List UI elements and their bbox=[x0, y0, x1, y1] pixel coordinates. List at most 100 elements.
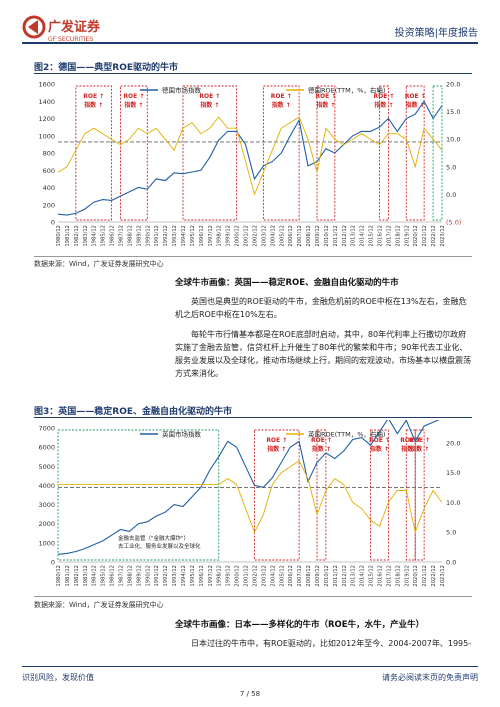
y-left-tick-label: 200 bbox=[43, 201, 55, 209]
highlight-box bbox=[182, 85, 238, 221]
y-left-tick-label: 6000 bbox=[38, 444, 55, 452]
y-left-tick-label: 7000 bbox=[38, 425, 55, 433]
highlight-label: 指数 ↑ bbox=[370, 445, 389, 453]
x-tick-label: 2000/12 bbox=[235, 565, 241, 587]
uk-chart: 0 1000 2000 3000 4000 5000 6000 7000 0.0 5.0 10.0 1… bbox=[38, 420, 460, 587]
figure2-source: 数据来源：Wind，广发证券发展研究中心 bbox=[34, 260, 164, 268]
x-tick-label: 1993/12 bbox=[172, 225, 178, 247]
highlight-label: 指数 ↑ bbox=[406, 101, 425, 109]
y-left-tick-label: 1600 bbox=[38, 81, 55, 89]
y-right-tick-label: 0.0 bbox=[446, 191, 456, 199]
x-tick-label: 2021/12 bbox=[422, 565, 428, 587]
highlight-box bbox=[370, 429, 389, 561]
x-tick-label: 2009/12 bbox=[315, 225, 321, 247]
figure2-rule bbox=[34, 73, 472, 74]
y-right-tick-label: 10.0 bbox=[446, 499, 460, 507]
x-tick-label: 1998/12 bbox=[217, 225, 223, 247]
highlight-label: 指数 ↑ bbox=[272, 101, 291, 109]
paragraph-uk-1: 英国也是典型的ROE驱动的牛市，金融危机前的ROE中枢在13%左右，金融危机之后… bbox=[175, 297, 467, 319]
x-tick-label: 1981/12 bbox=[65, 225, 71, 247]
chart-annotation: 去工业化、服务业发展以及全球化 bbox=[118, 542, 201, 550]
x-tick-label: 1983/12 bbox=[83, 565, 89, 587]
x-tick-label: 1983/12 bbox=[83, 225, 89, 247]
x-tick-label: 1996/12 bbox=[199, 225, 205, 247]
y-right-tick-label: 0.0 bbox=[446, 559, 456, 567]
highlight-box bbox=[75, 85, 113, 221]
roe-series-line bbox=[57, 116, 443, 196]
x-tick-label: 2006/12 bbox=[288, 565, 294, 587]
y-left-tick-label: 1000 bbox=[38, 539, 55, 547]
x-tick-label: 2012/12 bbox=[342, 225, 348, 247]
x-tick-label: 1982/12 bbox=[74, 565, 80, 587]
y-left-tick-label: 2000 bbox=[38, 520, 55, 528]
x-tick-label: 2005/12 bbox=[279, 225, 285, 247]
x-tick-label: 2017/12 bbox=[386, 565, 392, 587]
x-tick-label: 1994/12 bbox=[181, 225, 187, 247]
highlight-label: ROE ↑ bbox=[271, 93, 292, 100]
x-tick-label: 2022/12 bbox=[431, 225, 437, 247]
x-tick-label: 2000/12 bbox=[235, 225, 241, 247]
paragraph-uk-2: 每轮牛市行情基本都是在ROE底部时启动，其中，80年代利率上行撒切尔政府实施了金… bbox=[175, 330, 471, 378]
x-tick-label: 2018/12 bbox=[395, 225, 401, 247]
highlight-label: ROE ↑ bbox=[400, 437, 421, 444]
chart-annotation: 金融去监管（"金融大爆炸"） bbox=[118, 534, 189, 542]
y-left-tick-label: 0 bbox=[51, 559, 55, 567]
highlight-box bbox=[432, 85, 443, 221]
x-tick-label: 2010/12 bbox=[324, 565, 330, 587]
x-tick-label: 1985/12 bbox=[101, 565, 107, 587]
x-tick-label: 2006/12 bbox=[288, 225, 294, 247]
figure3-source: 数据来源：Wind，广发证券发展研究中心 bbox=[34, 601, 164, 609]
x-tick-label: 2019/12 bbox=[404, 225, 410, 247]
x-tick-label: 2001/12 bbox=[244, 565, 250, 587]
highlight-label: ROE ↑ bbox=[373, 93, 394, 100]
x-tick-label: 1991/12 bbox=[154, 565, 160, 587]
x-tick-label: 2003/12 bbox=[261, 225, 267, 247]
y-left-tick-label: 4000 bbox=[38, 482, 55, 490]
x-tick-label: 1986/12 bbox=[110, 225, 116, 247]
x-tick-label: 2008/12 bbox=[306, 565, 312, 587]
highlight-label: ROE ↑ bbox=[83, 93, 104, 100]
page-number: 7 / 58 bbox=[239, 690, 261, 698]
x-tick-label: 1995/12 bbox=[190, 565, 196, 587]
x-tick-label: 1998/12 bbox=[217, 565, 223, 587]
figure3-bottom-rule bbox=[34, 596, 472, 597]
y-right-tick-label: 15.0 bbox=[446, 108, 460, 116]
x-tick-label: 1986/12 bbox=[110, 565, 116, 587]
svg-text:GF SECURITIES: GF SECURITIES bbox=[48, 36, 93, 43]
figure3-rule bbox=[34, 417, 472, 418]
x-tick-label: 2003/12 bbox=[261, 565, 267, 587]
x-tick-label: 1992/12 bbox=[163, 565, 169, 587]
highlight-box bbox=[379, 85, 389, 221]
legend-index-label: 英国市场指数 bbox=[162, 430, 202, 439]
highlight-box bbox=[57, 429, 220, 561]
x-tick-label: 2022/12 bbox=[431, 565, 437, 587]
y-left-tick-label: 1000 bbox=[38, 132, 55, 140]
highlight-label: ROE ↑ bbox=[311, 437, 332, 444]
y-left-tick-label: 0 bbox=[51, 219, 55, 227]
highlight-box bbox=[254, 429, 300, 561]
x-tick-label: 1984/12 bbox=[92, 565, 98, 587]
x-tick-label: 1989/12 bbox=[136, 565, 142, 587]
highlight-label: 指数 ↑ bbox=[267, 445, 286, 453]
x-tick-label: 2004/12 bbox=[270, 565, 276, 587]
x-tick-label: 2016/12 bbox=[377, 565, 383, 587]
x-tick-label: 1993/12 bbox=[172, 565, 178, 587]
x-tick-label: 1999/12 bbox=[226, 225, 232, 247]
y-right-tick-label: 20.0 bbox=[446, 439, 460, 447]
x-tick-label: 2009/12 bbox=[315, 565, 321, 587]
highlight-label: 指数 ↑ bbox=[124, 101, 143, 109]
x-tick-label: 2004/12 bbox=[270, 225, 276, 247]
highlight-label: 指数 ↑ bbox=[374, 101, 393, 109]
y-left-tick-label: 5000 bbox=[38, 463, 55, 471]
highlight-label: ROE ↑ bbox=[199, 93, 220, 100]
x-tick-label: 2010/12 bbox=[324, 225, 330, 247]
footer-disclaimer: 请务必阅读末页的免责声明 bbox=[382, 673, 478, 682]
highlight-label: ROE ↑ bbox=[266, 437, 287, 444]
y-right-tick-label: 10.0 bbox=[446, 136, 460, 144]
x-tick-label: 2002/12 bbox=[252, 225, 258, 247]
highlight-label: 指数 ↑ bbox=[316, 101, 335, 109]
x-tick-label: 1988/12 bbox=[127, 565, 133, 587]
y-left-tick-label: 1200 bbox=[38, 115, 55, 123]
x-tick-label: 2013/12 bbox=[351, 565, 357, 587]
highlight-label: 指数 ↑ bbox=[401, 445, 420, 453]
